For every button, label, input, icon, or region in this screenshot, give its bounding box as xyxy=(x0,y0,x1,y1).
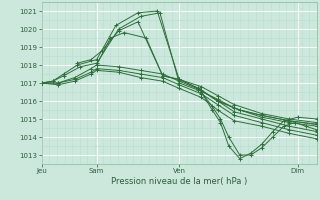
X-axis label: Pression niveau de la mer( hPa ): Pression niveau de la mer( hPa ) xyxy=(111,177,247,186)
